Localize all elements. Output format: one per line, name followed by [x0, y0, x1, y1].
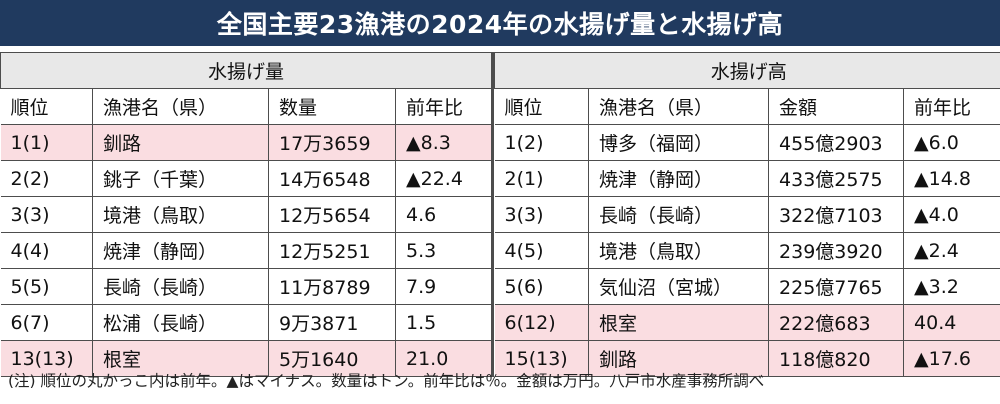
- column-header-port: 漁港名（県）: [588, 88, 770, 125]
- yoy-cell: ▲3.2: [903, 268, 1000, 305]
- amount-cell: 118億820: [768, 340, 905, 377]
- rank-cell: 3(3): [494, 196, 590, 233]
- rank-cell: 1(2): [494, 124, 590, 161]
- column-header-rank: 順位: [0, 88, 93, 125]
- tables-container: 水揚げ量 順位 漁港名（県） 数量 前年比 1(1) 釧路 17万3659 ▲8…: [0, 52, 1000, 377]
- amount-cell: 222億683: [768, 304, 905, 341]
- table-row: 3(3) 長崎（長崎） 322億7103 ▲4.0: [494, 196, 1000, 233]
- port-cell: 気仙沼（宮城）: [588, 268, 770, 305]
- port-cell: 釧路: [92, 124, 269, 161]
- column-header-yoy: 前年比: [903, 88, 1000, 125]
- table-row: 2(1) 焼津（静岡） 433億2575 ▲14.8: [494, 160, 1000, 197]
- rank-cell: 5(6): [494, 268, 590, 305]
- table-row: 1(1) 釧路 17万3659 ▲8.3: [0, 124, 495, 161]
- yoy-cell: 21.0: [394, 340, 495, 377]
- quantity-cell: 17万3659: [268, 124, 396, 161]
- quantity-cell: 9万3871: [268, 304, 396, 341]
- table-row: 5(5) 長崎（長崎） 11万8789 7.9: [0, 268, 495, 305]
- rank-cell: 2(1): [494, 160, 590, 197]
- yoy-cell: ▲8.3: [394, 124, 495, 161]
- quantity-cell: 12万5251: [268, 232, 396, 269]
- yoy-cell: ▲22.4: [394, 160, 495, 197]
- table-row: 5(6) 気仙沼（宮城） 225億7765 ▲3.2: [494, 268, 1000, 305]
- rank-cell: 15(13): [494, 340, 590, 377]
- port-cell: 根室: [588, 304, 770, 341]
- column-header-amount: 金額: [768, 88, 905, 125]
- table-row: 6(12) 根室 222億683 40.4: [494, 304, 1000, 341]
- table-row: 13(13) 根室 5万1640 21.0: [0, 340, 495, 377]
- column-header-yoy: 前年比: [394, 88, 495, 125]
- port-cell: 釧路: [588, 340, 770, 377]
- amount-cell: 225億7765: [768, 268, 905, 305]
- rank-cell: 1(1): [0, 124, 93, 161]
- port-cell: 松浦（長崎）: [92, 304, 269, 341]
- table-row: 3(3) 境港（鳥取） 12万5654 4.6: [0, 196, 495, 233]
- amount-table: 水揚げ高 順位 漁港名（県） 金額 前年比 1(2) 博多（福岡） 455億29…: [494, 52, 1000, 377]
- port-cell: 長崎（長崎）: [588, 196, 770, 233]
- footnote: (注) 順位の丸かっこ内は前年。▲はマイナス。数量はトン。前年比は％。金額は万円…: [8, 372, 765, 390]
- port-cell: 博多（福岡）: [588, 124, 770, 161]
- volume-heading: 水揚げ量: [0, 52, 495, 89]
- rank-cell: 13(13): [0, 340, 93, 377]
- rank-cell: 6(12): [494, 304, 590, 341]
- port-cell: 銚子（千葉）: [92, 160, 269, 197]
- table-row: 4(5) 境港（鳥取） 239億3920 ▲2.4: [494, 232, 1000, 269]
- table-row: 1(2) 博多（福岡） 455億2903 ▲6.0: [494, 124, 1000, 161]
- port-cell: 焼津（静岡）: [588, 160, 770, 197]
- table-row: 4(4) 焼津（静岡） 12万5251 5.3: [0, 232, 495, 269]
- quantity-cell: 12万5654: [268, 196, 396, 233]
- yoy-cell: 7.9: [394, 268, 495, 305]
- volume-table: 水揚げ量 順位 漁港名（県） 数量 前年比 1(1) 釧路 17万3659 ▲8…: [0, 52, 495, 377]
- yoy-cell: ▲14.8: [903, 160, 1000, 197]
- port-cell: 長崎（長崎）: [92, 268, 269, 305]
- amount-cell: 322億7103: [768, 196, 905, 233]
- table-row: 2(2) 銚子（千葉） 14万6548 ▲22.4: [0, 160, 495, 197]
- yoy-cell: 1.5: [394, 304, 495, 341]
- yoy-cell: 4.6: [394, 196, 495, 233]
- column-header-rank: 順位: [494, 88, 590, 125]
- quantity-cell: 11万8789: [268, 268, 396, 305]
- column-header-quantity: 数量: [268, 88, 396, 125]
- amount-cell: 455億2903: [768, 124, 905, 161]
- rank-cell: 3(3): [0, 196, 93, 233]
- port-cell: 境港（鳥取）: [92, 196, 269, 233]
- amount-heading: 水揚げ高: [494, 52, 1000, 89]
- column-header-port: 漁港名（県）: [92, 88, 269, 125]
- rank-cell: 6(7): [0, 304, 93, 341]
- port-cell: 根室: [92, 340, 269, 377]
- amount-cell: 433億2575: [768, 160, 905, 197]
- port-cell: 焼津（静岡）: [92, 232, 269, 269]
- yoy-cell: 5.3: [394, 232, 495, 269]
- rank-cell: 2(2): [0, 160, 93, 197]
- yoy-cell: ▲4.0: [903, 196, 1000, 233]
- rank-cell: 4(5): [494, 232, 590, 269]
- port-cell: 境港（鳥取）: [588, 232, 770, 269]
- yoy-cell: ▲6.0: [903, 124, 1000, 161]
- quantity-cell: 14万6548: [268, 160, 396, 197]
- page-title: 全国主要23漁港の2024年の水揚げ量と水揚げ高: [0, 0, 1000, 46]
- rank-cell: 4(4): [0, 232, 93, 269]
- table-row: 6(7) 松浦（長崎） 9万3871 1.5: [0, 304, 495, 341]
- yoy-cell: 40.4: [903, 304, 1000, 341]
- table-row: 15(13) 釧路 118億820 ▲17.6: [494, 340, 1000, 377]
- quantity-cell: 5万1640: [268, 340, 396, 377]
- amount-cell: 239億3920: [768, 232, 905, 269]
- rank-cell: 5(5): [0, 268, 93, 305]
- yoy-cell: ▲17.6: [903, 340, 1000, 377]
- yoy-cell: ▲2.4: [903, 232, 1000, 269]
